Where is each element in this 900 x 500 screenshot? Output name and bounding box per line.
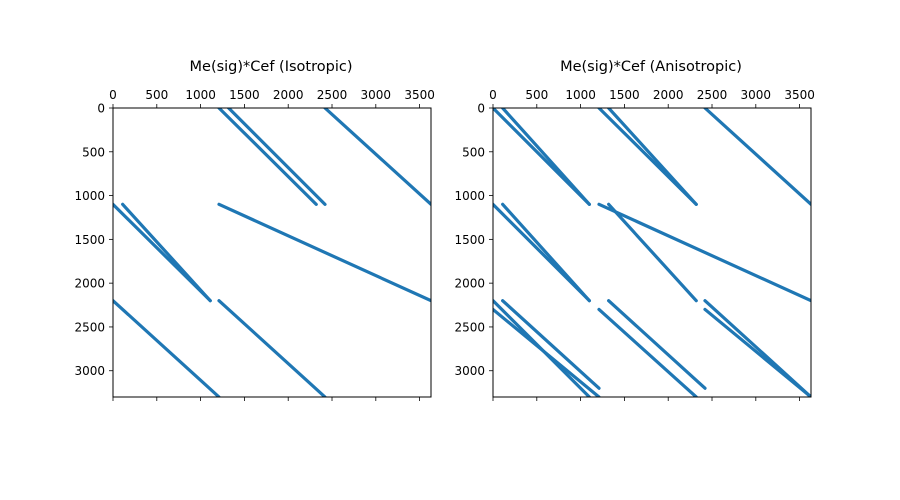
isotropic-xtick-label: 500: [145, 88, 168, 102]
isotropic-ytick-label: 2000: [74, 277, 105, 291]
anisotropic-axes-frame: [492, 107, 812, 398]
anisotropic-xtick-label: 0: [489, 88, 497, 102]
anisotropic-nonzero-band-1: [501, 108, 591, 206]
isotropic-ytick-label: 1000: [74, 189, 105, 203]
isotropic-xtick-label: 0: [109, 88, 117, 102]
anisotropic-xtick-label: 3500: [784, 88, 815, 102]
anisotropic-xtick-label: 1000: [565, 88, 596, 102]
isotropic-xtick-label: 2000: [273, 88, 304, 102]
anisotropic-nonzero-band-4: [703, 108, 811, 206]
anisotropic-nonzero-band-11: [493, 307, 601, 397]
isotropic-xtick-label: 1500: [229, 88, 260, 102]
anisotropic-ytick-label: 1500: [454, 233, 485, 247]
anisotropic-ytick-label: 2500: [454, 320, 485, 334]
isotropic-xtick-label: 3000: [361, 88, 392, 102]
isotropic-nonzero-band-2: [323, 108, 431, 206]
isotropic-nonzero-band-4: [121, 202, 212, 303]
anisotropic-nonzero-band-3: [607, 108, 698, 206]
anisotropic-title: Me(sig)*Cef (Anisotropic): [560, 59, 742, 75]
anisotropic-panel: Me(sig)*Cef (Anisotropic) 0 500 1000 1500 20…: [454, 59, 815, 401]
isotropic-nonzero-band-5: [217, 202, 431, 303]
anisotropic-ytick-label: 2000: [454, 277, 485, 291]
isotropic-ytick-label: 1500: [74, 233, 105, 247]
anisotropic-data: [493, 108, 811, 397]
isotropic-xtick-label: 1000: [185, 88, 216, 102]
isotropic-data: [113, 108, 431, 397]
isotropic-ytick-label: 2500: [74, 320, 105, 334]
isotropic-ytick-label: 0: [97, 102, 105, 116]
anisotropic-xtick-label: 2000: [653, 88, 684, 102]
anisotropic-ytick-label: 1000: [454, 189, 485, 203]
isotropic-title: Me(sig)*Cef (Isotropic): [190, 59, 353, 75]
anisotropic-ytick-label: 0: [477, 102, 485, 116]
isotropic-nonzero-band-6: [113, 299, 221, 397]
anisotropic-nonzero-band-12: [607, 299, 707, 390]
isotropic-nonzero-band-7: [217, 299, 327, 397]
anisotropic-xtick-label: 3000: [741, 88, 772, 102]
isotropic-ytick-label: 500: [82, 145, 105, 159]
anisotropic-nonzero-band-10: [501, 299, 601, 390]
anisotropic-xtick-label: 500: [525, 88, 548, 102]
isotropic-nonzero-band-1: [227, 108, 327, 206]
anisotropic-ytick-label: 500: [462, 145, 485, 159]
anisotropic-xtick-label: 1500: [609, 88, 640, 102]
anisotropic-nonzero-band-6: [501, 202, 591, 303]
anisotropic-nonzero-band-15: [703, 307, 811, 397]
isotropic-xtick-label: 3500: [404, 88, 435, 102]
anisotropic-nonzero-band-13: [597, 307, 698, 397]
isotropic-ytick-label: 3000: [74, 364, 105, 378]
isotropic-axes-frame: [112, 107, 432, 398]
anisotropic-ytick-label: 3000: [454, 364, 485, 378]
isotropic-xtick-label: 2500: [317, 88, 348, 102]
anisotropic-xtick-label: 2500: [697, 88, 728, 102]
anisotropic-nonzero-band-7: [607, 202, 698, 303]
isotropic-panel: Me(sig)*Cef (Isotropic) 0 500 1000 1500 2000…: [74, 59, 435, 401]
anisotropic-nonzero-band-8: [597, 202, 811, 303]
isotropic-nonzero-band-0: [217, 108, 318, 206]
